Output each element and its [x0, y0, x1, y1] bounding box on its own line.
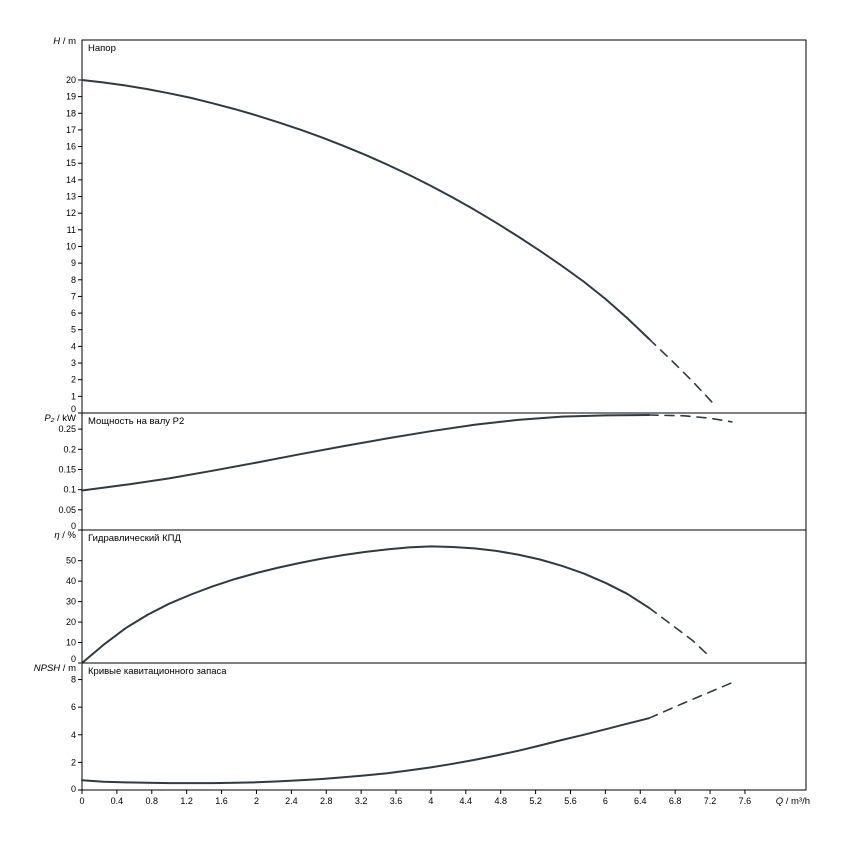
y-tick-label: 30 — [66, 597, 76, 607]
x-tick-label: 7.2 — [704, 796, 717, 806]
panel-title: Кривые кавитационного запаса — [88, 666, 227, 677]
y-tick-label: 10 — [66, 638, 76, 648]
y-tick-label: 5 — [71, 325, 76, 335]
x-tick-label: 2 — [254, 796, 259, 806]
y-tick-label: 16 — [66, 142, 76, 152]
x-tick-label: 0.8 — [146, 796, 159, 806]
y-tick-label: 11 — [67, 225, 76, 235]
curve-head-solid — [81, 79, 650, 340]
x-tick-label: 1.6 — [215, 796, 228, 806]
y-tick-label: 12 — [66, 208, 76, 218]
x-tick-label: 1.2 — [180, 796, 193, 806]
y-tick-label: 13 — [66, 192, 76, 202]
y-tick-label: 0.15 — [58, 464, 76, 474]
x-axis-label: Q / m³/h — [776, 796, 810, 807]
x-tick-label: 2.8 — [320, 796, 333, 806]
curve-power-solid — [81, 414, 650, 492]
y-tick-label: 18 — [66, 108, 76, 118]
y-tick-label: 4 — [71, 341, 76, 351]
curve-efficiency-solid — [81, 545, 650, 664]
x-tick-label: 3.6 — [390, 796, 403, 806]
y-tick-label: 9 — [71, 258, 76, 268]
y-axis-label: P₂ / kW — [44, 413, 76, 424]
chart-border — [81, 39, 807, 791]
y-tick-label: 0.05 — [58, 505, 76, 515]
curve-npsh-extrapolated — [648, 680, 737, 719]
x-tick-label: 5.2 — [529, 796, 542, 806]
panel-title: Напор — [88, 43, 116, 54]
y-tick-label: 0 — [71, 784, 76, 794]
y-tick-label: 50 — [66, 556, 76, 566]
y-tick-label: 2 — [71, 757, 76, 767]
y-tick-label: 0 — [71, 654, 76, 664]
y-tick-label: 15 — [66, 158, 76, 168]
y-tick-label: 4 — [71, 730, 76, 740]
x-tick-label: 4.8 — [494, 796, 507, 806]
y-tick-label: 1 — [71, 391, 76, 401]
y-tick-label: 8 — [71, 275, 76, 285]
y-tick-label: 20 — [66, 617, 76, 627]
x-tick-label: 5.6 — [564, 796, 577, 806]
x-tick-label: 2.4 — [285, 796, 298, 806]
x-tick-label: 4 — [428, 796, 433, 806]
y-tick-label: 14 — [66, 175, 76, 185]
y-tick-label: 0 — [71, 404, 76, 414]
y-tick-label: 20 — [66, 75, 76, 85]
y-tick-label: 3 — [71, 358, 76, 368]
x-tick-label: 0 — [79, 796, 84, 806]
panel-title: Мощность на валу P2 — [88, 416, 184, 427]
curve-power-extrapolated — [648, 414, 733, 423]
y-tick-label: 17 — [66, 125, 76, 135]
y-tick-label: 6 — [71, 702, 76, 712]
y-tick-label: 19 — [66, 92, 76, 102]
x-tick-label: 6.8 — [669, 796, 682, 806]
x-tick-label: 0.4 — [111, 796, 124, 806]
y-axis-label: η / % — [54, 530, 76, 541]
curve-efficiency-extrapolated — [648, 607, 711, 658]
y-tick-label: 0.1 — [63, 485, 76, 495]
x-tick-label: 7.6 — [739, 796, 752, 806]
y-axis-label: H / m — [53, 36, 76, 47]
y-tick-label: 0.2 — [63, 444, 76, 454]
y-tick-label: 6 — [71, 308, 76, 318]
panel-title: Гидравлический КПД — [88, 533, 181, 544]
x-tick-label: 3.2 — [355, 796, 368, 806]
x-tick-label: 6.4 — [634, 796, 647, 806]
y-tick-label: 0 — [71, 521, 76, 531]
y-tick-label: 8 — [71, 675, 76, 685]
y-tick-label: 7 — [71, 291, 76, 301]
curve-head-extrapolated — [648, 338, 716, 406]
x-tick-label: 6 — [603, 796, 608, 806]
y-tick-label: 2 — [71, 375, 76, 385]
y-tick-label: 10 — [66, 241, 76, 251]
y-tick-label: 40 — [66, 576, 76, 586]
y-axis-label: NPSH / m — [34, 663, 76, 674]
y-tick-label: 0.25 — [58, 424, 76, 434]
curve-npsh-solid — [81, 717, 650, 785]
x-tick-label: 4.4 — [460, 796, 473, 806]
